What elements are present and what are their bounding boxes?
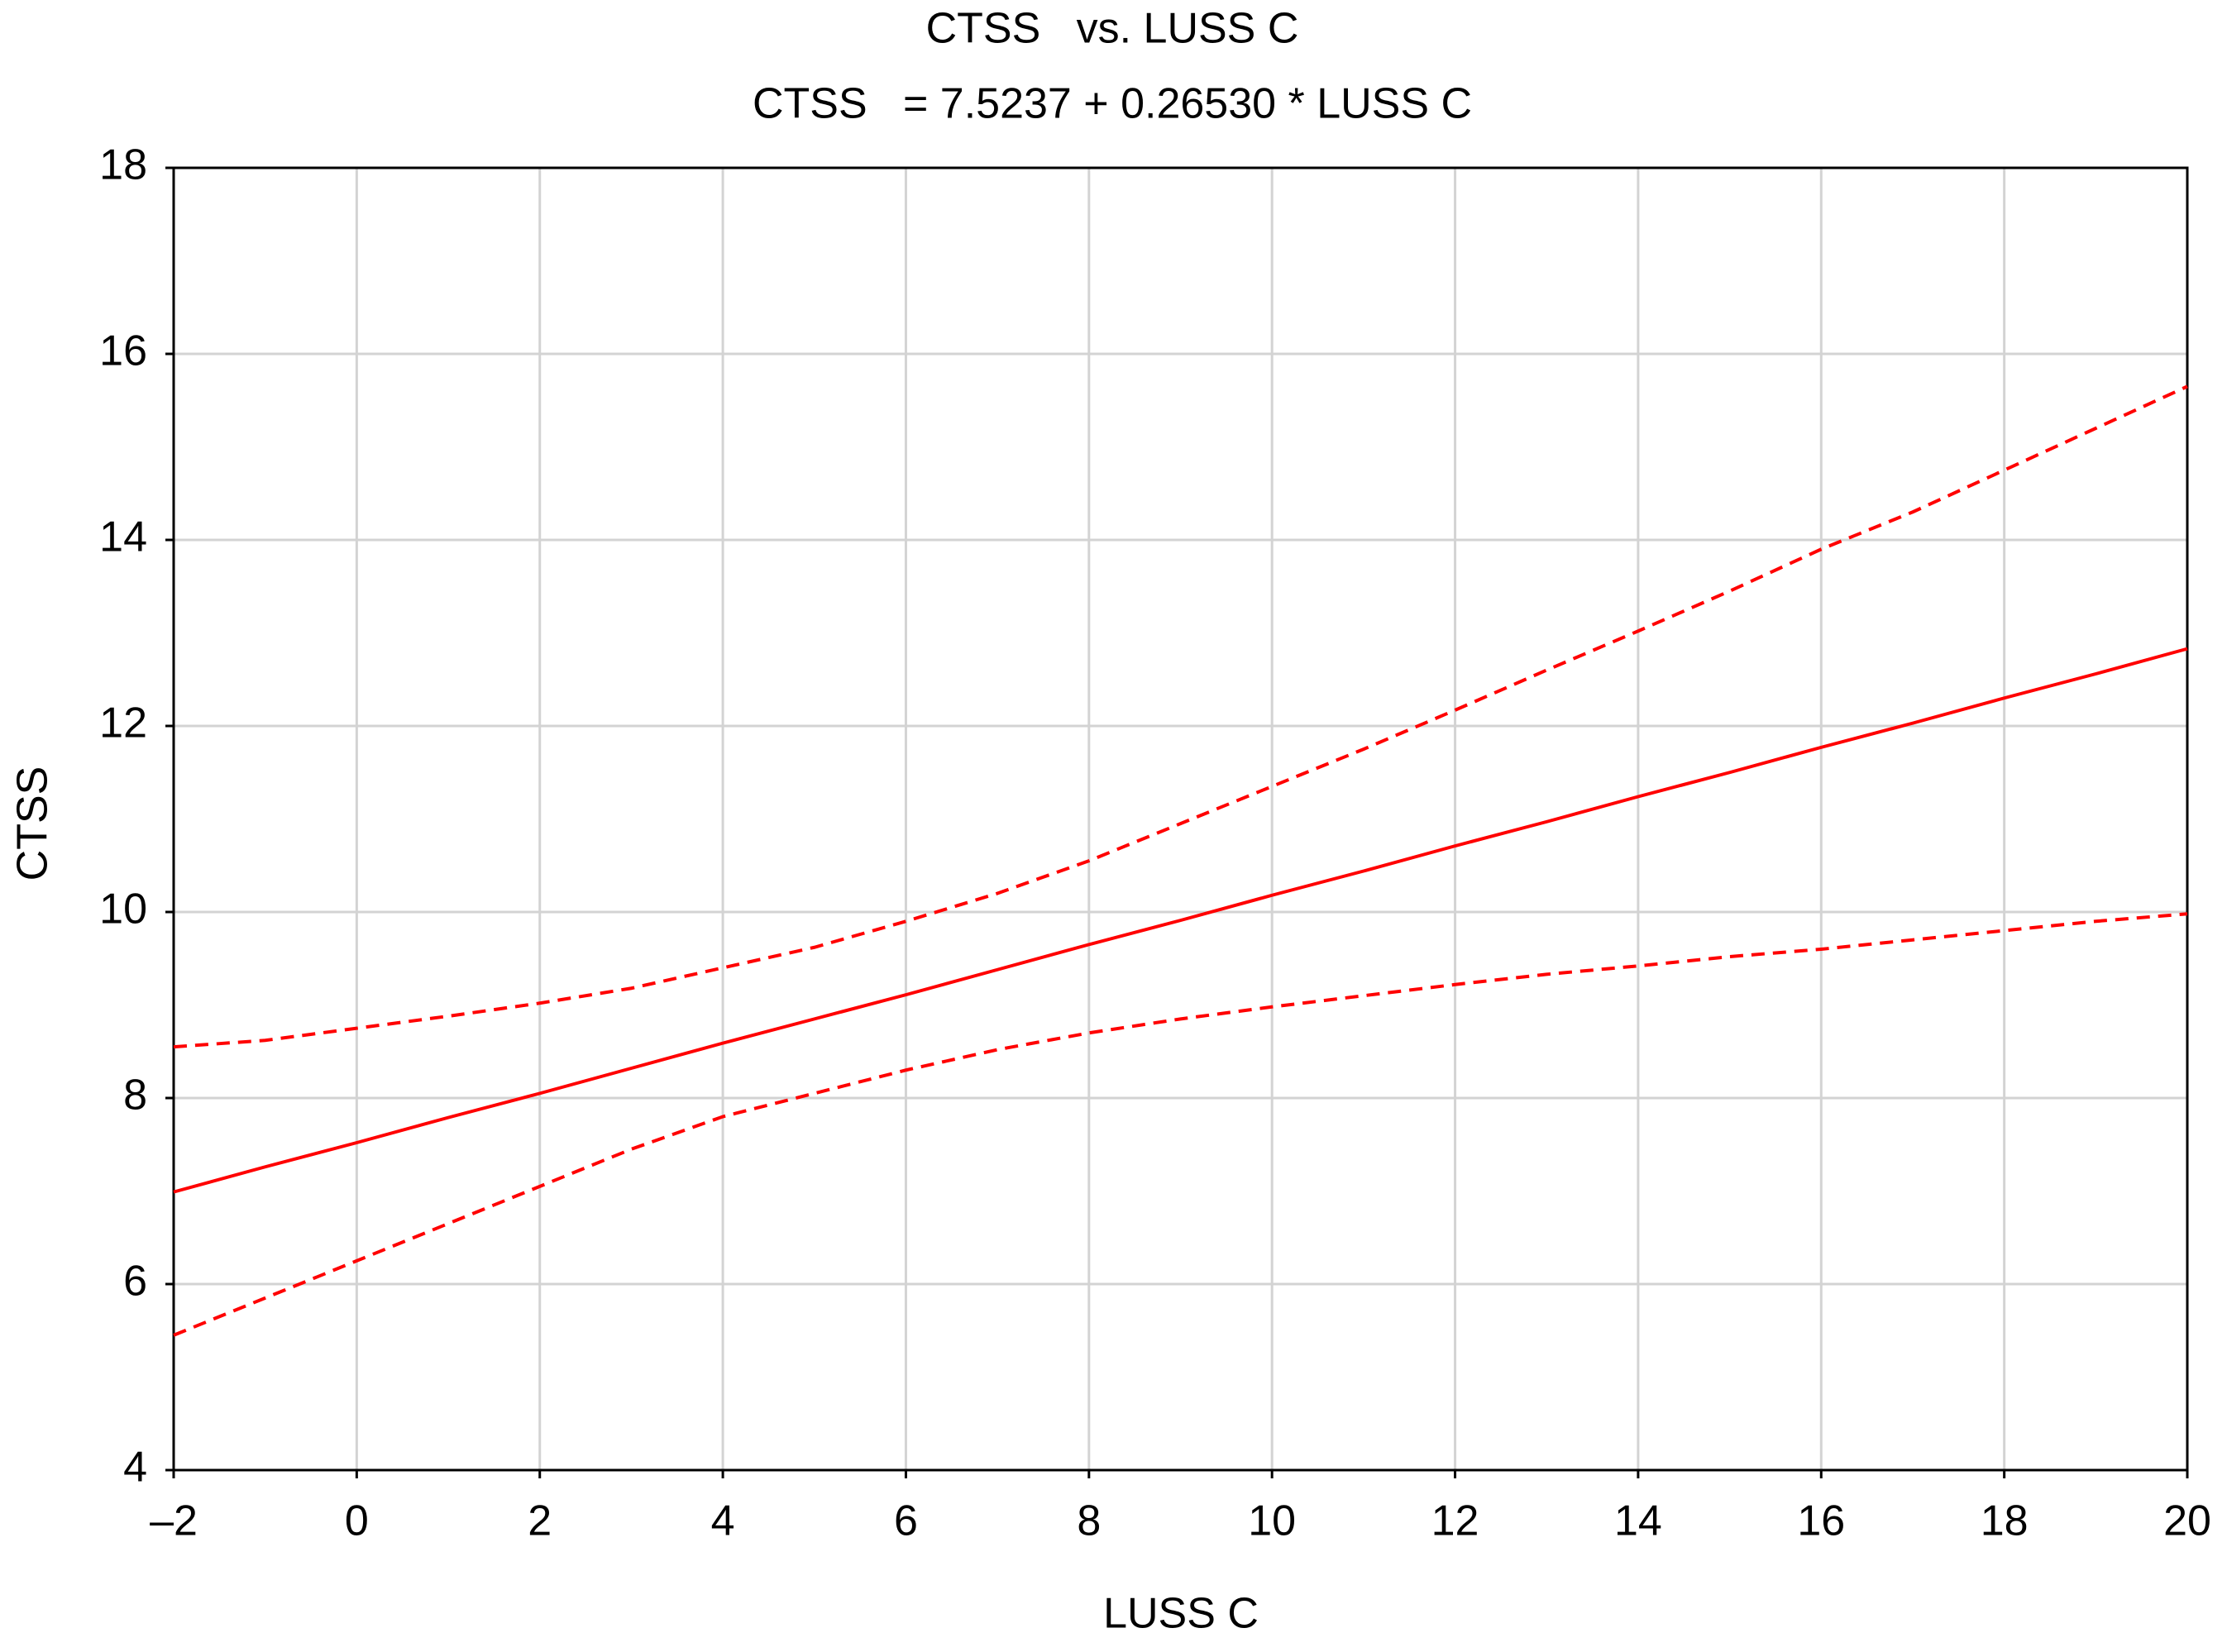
y-tick-label: 18 xyxy=(99,141,147,189)
y-tick-label: 6 xyxy=(123,1258,147,1306)
series-line xyxy=(173,384,2188,1049)
x-tick-label: 16 xyxy=(1797,1497,1845,1545)
y-tick-label: 10 xyxy=(99,886,147,933)
y-tick-label: 16 xyxy=(99,327,147,375)
series-line xyxy=(173,647,2188,1194)
x-tick-label: 8 xyxy=(1077,1497,1101,1545)
x-tick-label: 18 xyxy=(1981,1497,2029,1545)
y-tick-label: 4 xyxy=(123,1444,147,1492)
x-tick-label: 10 xyxy=(1248,1497,1296,1545)
chart-subtitle: CTSS = 7.5237 + 0.26530 * LUSS C xyxy=(753,80,1472,128)
y-tick-label: 14 xyxy=(99,513,147,561)
series-line xyxy=(173,912,2188,1337)
x-tick-label: 0 xyxy=(345,1497,369,1545)
y-tick-label: 8 xyxy=(123,1072,147,1120)
x-tick-label: –2 xyxy=(150,1497,198,1545)
plot-frame xyxy=(172,166,2189,1472)
x-tick-label: 14 xyxy=(1614,1497,1662,1545)
x-axis-label: LUSS C xyxy=(1103,1590,1259,1638)
y-axis-label: CTSS xyxy=(9,766,57,881)
x-tick-label: 4 xyxy=(711,1497,735,1545)
x-tick-label: 6 xyxy=(894,1497,918,1545)
x-tick-label: 12 xyxy=(1431,1497,1479,1545)
x-tick-label: 20 xyxy=(2163,1497,2211,1545)
y-tick-label: 12 xyxy=(99,699,147,747)
chart-title: CTSS vs. LUSS C xyxy=(926,5,1299,53)
x-tick-label: 2 xyxy=(528,1497,552,1545)
